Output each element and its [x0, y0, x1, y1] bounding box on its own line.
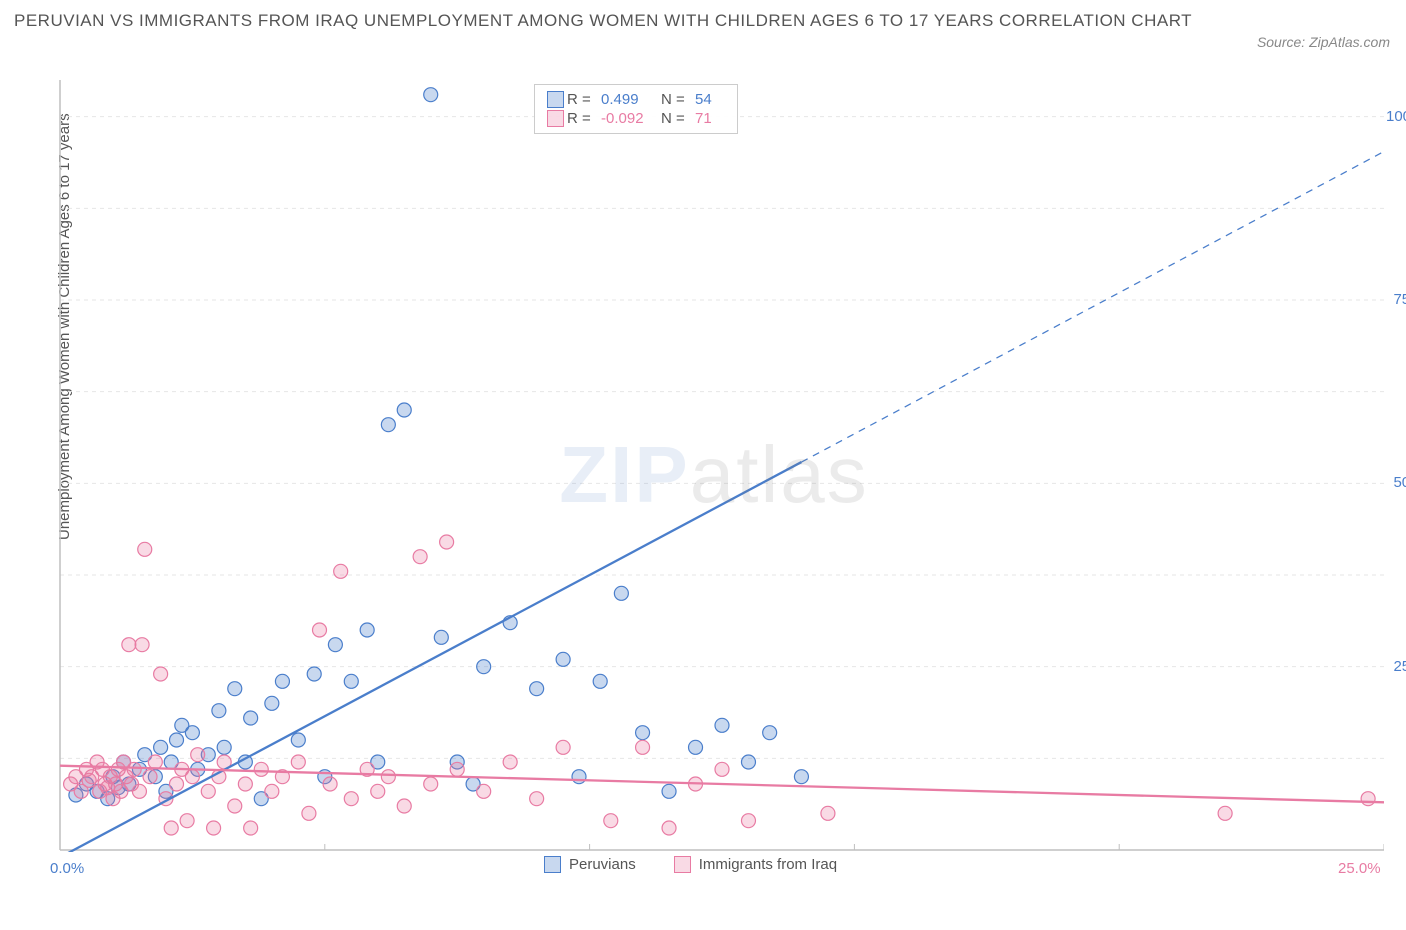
legend-swatch: [547, 91, 564, 108]
legend-r-label: R =: [567, 91, 601, 108]
legend-item: Peruvians: [544, 856, 636, 873]
y-tick-label: 100.0%: [1386, 108, 1406, 125]
source-attribution: Source: ZipAtlas.com: [1257, 34, 1390, 50]
y-tick-label: 25.0%: [1386, 658, 1406, 675]
legend-n-value: 54: [695, 91, 725, 108]
correlation-legend: R =0.499N =54 R =-0.092N =71: [534, 84, 738, 134]
legend-n-value: 71: [695, 110, 725, 127]
legend-r-value: 0.499: [601, 91, 661, 108]
chart-area: Unemployment Among Women with Children A…: [44, 80, 1384, 870]
legend-series-name: Immigrants from Iraq: [699, 856, 837, 873]
scatter-plot: [44, 80, 1384, 852]
y-tick-label: 75.0%: [1386, 291, 1406, 308]
legend-series-name: Peruvians: [569, 856, 636, 873]
legend-n-label: N =: [661, 91, 695, 108]
legend-swatch: [547, 110, 564, 127]
legend-n-label: N =: [661, 110, 695, 127]
legend-r-label: R =: [567, 110, 601, 127]
series-legend: Peruvians Immigrants from Iraq: [544, 856, 837, 873]
chart-title: PERUVIAN VS IMMIGRANTS FROM IRAQ UNEMPLO…: [14, 8, 1206, 34]
legend-r-value: -0.092: [601, 110, 661, 127]
x-tick-label: 0.0%: [50, 860, 84, 877]
legend-swatch: [674, 856, 691, 873]
y-tick-label: 50.0%: [1386, 474, 1406, 491]
legend-swatch: [544, 856, 561, 873]
x-tick-label: 25.0%: [1338, 860, 1381, 877]
legend-item: Immigrants from Iraq: [674, 856, 837, 873]
